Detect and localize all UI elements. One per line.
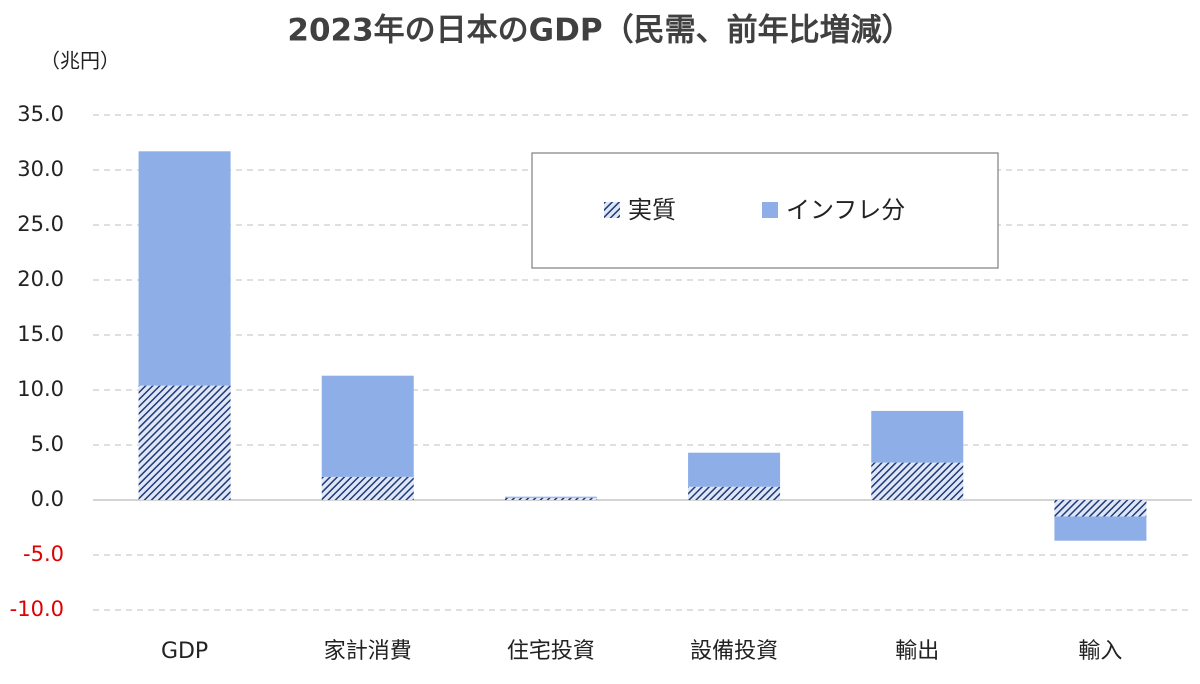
y-tick-label: -5.0 <box>23 542 64 566</box>
bar-segment <box>688 452 781 487</box>
legend-swatch <box>762 202 778 218</box>
x-tick-label: 輸出 <box>895 639 939 664</box>
y-tick-label: -10.0 <box>10 597 64 621</box>
x-tick-label: GDP <box>161 639 208 664</box>
x-tick-label: 輸入 <box>1078 639 1122 664</box>
legend-swatch <box>604 202 620 218</box>
y-tick-label: 20.0 <box>17 267 64 291</box>
y-tick-label: 0.0 <box>31 487 64 511</box>
y-tick-label: 5.0 <box>31 432 64 456</box>
x-tick-label: 設備投資 <box>690 639 778 664</box>
x-tick-label: 家計消費 <box>324 639 412 664</box>
y-tick-label: 30.0 <box>17 157 64 181</box>
bar-segment <box>321 375 414 477</box>
bar-segment <box>1054 516 1147 541</box>
y-tick-label: 25.0 <box>17 212 64 236</box>
legend-label: インフレ分 <box>786 196 905 224</box>
bar-segment <box>1054 500 1147 517</box>
bar-segment <box>871 462 964 500</box>
y-tick-label: 35.0 <box>17 102 64 126</box>
y-tick-label: 10.0 <box>17 377 64 401</box>
bar-segment <box>321 476 414 500</box>
chart-title: 2023年の日本のGDP（民需、前年比増減） <box>287 13 912 49</box>
bar-segment <box>871 410 964 463</box>
bar-segment <box>504 496 597 498</box>
y-tick-label: 15.0 <box>17 322 64 346</box>
bar-segment <box>138 385 231 500</box>
bar-segment <box>688 486 781 500</box>
x-tick-label: 住宅投資 <box>507 639 595 664</box>
bar-segment <box>504 497 597 500</box>
bar-segment <box>138 151 231 386</box>
legend-label: 実質 <box>628 196 676 224</box>
y-axis-label: （兆円） <box>40 49 120 73</box>
